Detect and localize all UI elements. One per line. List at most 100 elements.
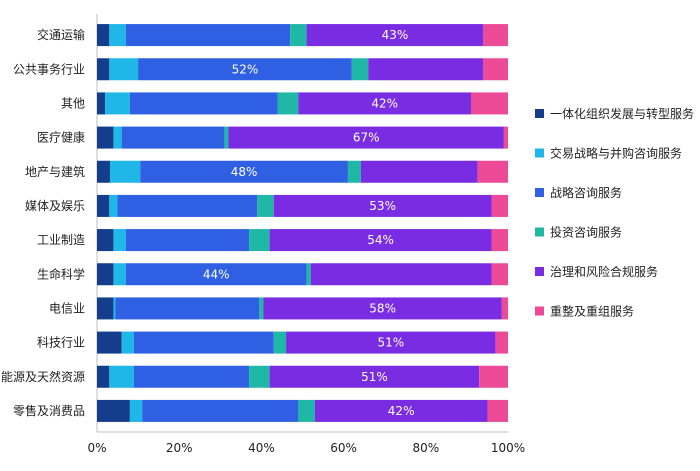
category-label: 工业制造	[37, 233, 85, 247]
category-label: 电信业	[49, 301, 85, 315]
data-label: 52%	[232, 62, 259, 76]
bar-segment	[501, 297, 508, 320]
bar-segment	[121, 126, 225, 149]
data-label: 44%	[203, 267, 230, 281]
legend-swatch	[535, 188, 544, 197]
bar-segment	[491, 194, 508, 217]
legend-swatch	[535, 148, 544, 158]
category-label: 媒体及娱乐	[25, 199, 85, 213]
legend-label: 重整及重组服务	[550, 304, 634, 319]
bar-segment	[115, 297, 260, 320]
bar-segment	[97, 331, 122, 354]
bar-segment	[109, 365, 134, 388]
bar-segment	[259, 297, 264, 320]
bar-segment	[133, 365, 250, 388]
bar-segment	[306, 24, 484, 47]
bar-segment	[491, 229, 508, 252]
bar-segment	[97, 194, 110, 217]
bar-segment	[487, 399, 508, 422]
bar-segment	[109, 24, 126, 47]
legend-swatch	[535, 109, 544, 118]
bar-segment	[273, 331, 287, 354]
bar-segment	[109, 58, 139, 81]
bar-segment	[140, 160, 348, 183]
bar-segment	[310, 263, 492, 286]
bar-segment	[471, 92, 508, 115]
bar-segment	[298, 92, 472, 115]
category-label: 地产与建筑	[25, 164, 85, 179]
bar-segment	[249, 365, 270, 388]
category-label: 交通运输	[37, 27, 85, 42]
legend-swatch	[535, 227, 544, 237]
bar-segment	[97, 126, 114, 149]
x-tick-label: 100%	[491, 441, 525, 455]
bar-segment	[495, 331, 508, 354]
bar-segment	[491, 263, 508, 286]
bar-segment	[113, 297, 116, 320]
bar-segment	[269, 229, 492, 252]
bar-segment	[113, 229, 126, 252]
bar-segment	[483, 58, 508, 81]
bar-segment	[113, 263, 126, 286]
bar-segment	[97, 92, 106, 115]
category-label: 零售及消费品	[13, 403, 85, 418]
bar-segment	[368, 58, 484, 81]
data-label: 43%	[382, 28, 409, 42]
bar-segment	[483, 24, 508, 47]
bar-segment	[97, 160, 110, 183]
legend-swatch	[535, 267, 544, 276]
x-tick-label: 20%	[166, 441, 193, 455]
bar-segment	[298, 399, 315, 422]
bar-segment	[351, 58, 369, 81]
bar-segment	[97, 58, 110, 81]
data-label: 42%	[371, 96, 398, 110]
bar-segment	[138, 58, 352, 81]
legend-label: 一体化组织发展与转型服务	[550, 106, 694, 121]
bar-segment	[479, 365, 508, 388]
bar-segment	[121, 331, 134, 354]
bar-segment	[142, 399, 299, 422]
x-tick-label: 60%	[330, 441, 357, 455]
bar-segment	[263, 297, 502, 320]
bar-segment	[129, 399, 143, 422]
bar-segment	[97, 365, 110, 388]
bar-segment	[257, 194, 274, 217]
category-label: 能源及天然资源	[1, 369, 85, 384]
bar-segment	[129, 92, 278, 115]
bar-segment	[347, 160, 361, 183]
bar-segment	[273, 194, 492, 217]
bar-segment	[109, 160, 141, 183]
category-label: 医疗健康	[37, 130, 85, 145]
bar-segment	[228, 126, 504, 149]
data-label: 54%	[367, 233, 394, 247]
bar-segment	[97, 263, 114, 286]
bar-segment	[314, 399, 488, 422]
x-tick-label: 0%	[87, 441, 106, 455]
bar-segment	[125, 24, 291, 47]
bar-segment	[125, 263, 307, 286]
x-tick-label: 80%	[412, 441, 439, 455]
bar-segment	[269, 365, 480, 388]
data-label: 51%	[378, 336, 405, 350]
category-label: 公共事务行业	[13, 61, 85, 76]
legend-label: 投资咨询服务	[550, 225, 622, 240]
bar-segment	[125, 229, 250, 252]
bar-segment	[113, 126, 122, 149]
bar-segment	[503, 126, 508, 149]
data-label: 48%	[231, 165, 258, 179]
data-label: 53%	[369, 199, 396, 213]
category-label: 生命科学	[37, 266, 85, 281]
bar-segment	[97, 24, 110, 47]
bar-segment	[224, 126, 229, 149]
data-label: 51%	[361, 370, 388, 384]
bar-segment	[477, 160, 508, 183]
bar-segment	[97, 399, 130, 422]
bar-segment	[286, 331, 496, 354]
legend-label: 治理和风险合规服务	[550, 264, 658, 279]
bar-segment	[97, 297, 114, 320]
bar-segment	[109, 194, 118, 217]
category-label: 科技行业	[37, 336, 85, 350]
legend-swatch	[535, 306, 544, 316]
